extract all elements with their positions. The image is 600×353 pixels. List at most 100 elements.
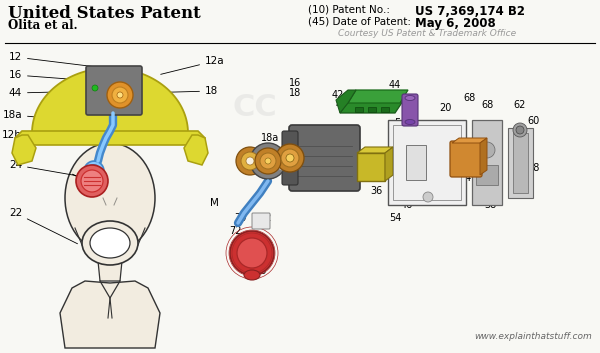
FancyBboxPatch shape — [402, 94, 418, 126]
Text: 36: 36 — [370, 186, 382, 196]
Text: 46: 46 — [401, 200, 413, 210]
Polygon shape — [184, 135, 208, 165]
Ellipse shape — [244, 270, 260, 280]
Circle shape — [423, 192, 433, 202]
FancyBboxPatch shape — [355, 107, 363, 112]
Text: 12b: 12b — [2, 130, 28, 145]
FancyBboxPatch shape — [406, 145, 426, 180]
Text: 42: 42 — [332, 90, 344, 100]
Text: 18: 18 — [143, 86, 218, 96]
Ellipse shape — [405, 120, 415, 125]
Circle shape — [246, 157, 254, 165]
Ellipse shape — [405, 96, 415, 101]
Polygon shape — [357, 147, 393, 153]
Circle shape — [513, 123, 527, 137]
Circle shape — [241, 152, 259, 170]
Text: 12a: 12a — [161, 56, 224, 74]
Ellipse shape — [90, 228, 130, 258]
Text: 45: 45 — [392, 96, 404, 106]
Text: 24: 24 — [232, 253, 244, 263]
FancyBboxPatch shape — [450, 141, 482, 177]
Text: 56: 56 — [519, 140, 531, 150]
Text: 40: 40 — [336, 100, 348, 110]
FancyBboxPatch shape — [86, 66, 142, 115]
Text: 44: 44 — [9, 88, 95, 98]
FancyBboxPatch shape — [357, 153, 385, 181]
Text: 16: 16 — [289, 78, 301, 88]
Polygon shape — [348, 90, 408, 103]
Text: 44: 44 — [389, 80, 401, 90]
Text: 38: 38 — [484, 200, 496, 210]
Text: 23: 23 — [254, 266, 266, 276]
Text: 52: 52 — [414, 155, 426, 165]
Circle shape — [237, 238, 267, 268]
Text: 70: 70 — [234, 213, 246, 223]
FancyBboxPatch shape — [381, 107, 389, 112]
Text: 68: 68 — [482, 100, 494, 110]
Circle shape — [260, 153, 276, 169]
Text: 12: 12 — [9, 52, 102, 68]
FancyBboxPatch shape — [508, 128, 533, 198]
Text: 54: 54 — [389, 213, 401, 223]
FancyBboxPatch shape — [476, 165, 498, 185]
Text: 60: 60 — [527, 116, 539, 126]
Text: 54: 54 — [394, 118, 406, 128]
Text: 24: 24 — [9, 160, 87, 178]
Text: United States Patent: United States Patent — [8, 5, 201, 22]
Circle shape — [479, 142, 495, 158]
Text: 16: 16 — [9, 70, 92, 81]
Text: CC: CC — [233, 94, 277, 122]
Polygon shape — [32, 68, 188, 133]
Text: May 6, 2008: May 6, 2008 — [415, 17, 496, 30]
Circle shape — [265, 158, 271, 164]
Polygon shape — [452, 138, 487, 143]
Text: 26: 26 — [241, 236, 253, 246]
Circle shape — [117, 92, 123, 98]
Text: 20a: 20a — [429, 163, 447, 173]
Text: 48: 48 — [369, 148, 381, 158]
Text: (45) Date of Patent:: (45) Date of Patent: — [308, 17, 411, 27]
Circle shape — [276, 144, 304, 172]
Circle shape — [76, 165, 108, 197]
Text: 66: 66 — [447, 123, 459, 133]
Text: 22: 22 — [9, 208, 77, 244]
FancyBboxPatch shape — [368, 107, 376, 112]
Circle shape — [286, 154, 294, 162]
FancyBboxPatch shape — [388, 120, 466, 205]
Polygon shape — [340, 98, 405, 113]
Ellipse shape — [82, 221, 138, 265]
Text: Courtesy US Patent & Trademark Office: Courtesy US Patent & Trademark Office — [338, 29, 516, 38]
Circle shape — [236, 147, 264, 175]
FancyBboxPatch shape — [472, 120, 502, 205]
Polygon shape — [336, 90, 356, 113]
Circle shape — [255, 148, 281, 174]
Text: 72: 72 — [229, 226, 241, 236]
Circle shape — [112, 87, 128, 103]
Text: www.explainthatstuff.com: www.explainthatstuff.com — [474, 332, 592, 341]
Polygon shape — [15, 131, 205, 145]
Text: 62: 62 — [514, 100, 526, 110]
Circle shape — [81, 170, 103, 192]
Circle shape — [107, 82, 133, 108]
Text: 38: 38 — [334, 148, 346, 158]
Text: 64: 64 — [459, 173, 471, 183]
Text: Olita et al.: Olita et al. — [8, 19, 77, 32]
Circle shape — [250, 143, 286, 179]
Circle shape — [281, 149, 299, 167]
Polygon shape — [98, 261, 122, 281]
Text: 22: 22 — [262, 248, 274, 258]
Polygon shape — [480, 138, 487, 175]
Text: 68: 68 — [464, 93, 476, 103]
FancyBboxPatch shape — [289, 125, 360, 191]
Text: 18a: 18a — [2, 110, 106, 123]
Text: 32: 32 — [259, 213, 271, 223]
Text: 20: 20 — [439, 103, 451, 113]
Polygon shape — [60, 281, 160, 348]
Circle shape — [92, 85, 98, 91]
Circle shape — [516, 126, 524, 134]
Text: M: M — [210, 198, 219, 208]
Polygon shape — [385, 147, 393, 181]
Text: 58: 58 — [527, 163, 539, 173]
FancyBboxPatch shape — [513, 133, 528, 193]
Text: (10) Patent No.:: (10) Patent No.: — [308, 5, 390, 15]
